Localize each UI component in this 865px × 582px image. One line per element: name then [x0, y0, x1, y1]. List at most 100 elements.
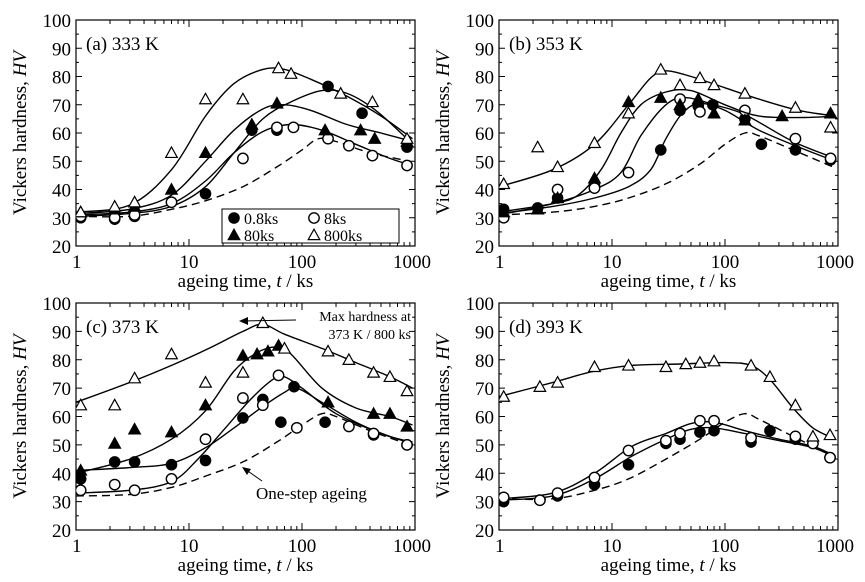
data-point-filled-triangle: [353, 123, 368, 136]
y-axis-label-var: HV: [10, 332, 31, 361]
one-step-ageing-curve: [76, 412, 411, 497]
data-point-open-triangle: [127, 195, 142, 208]
y-axis-label-var: HV: [433, 332, 454, 361]
data-point-filled-triangle: [673, 97, 687, 110]
data-point-filled-triangle: [270, 96, 284, 109]
data-point-filled-triangle: [321, 395, 335, 408]
data-point-open-circle: [824, 451, 836, 464]
fit-curve-open-circle: [76, 123, 413, 216]
data-point-filled-circle: [319, 416, 331, 428]
data-point-open-triangle: [255, 315, 270, 329]
y-tick-label: 50: [475, 436, 494, 457]
x-tick-label: 100: [711, 536, 740, 557]
data-point-open-circle: [272, 369, 285, 382]
data-point-filled-triangle: [530, 202, 545, 215]
fit-curve-filled-circle: [76, 89, 411, 217]
y-tick-label: 100: [466, 11, 495, 32]
y-tick-label: 60: [475, 408, 494, 429]
y-tick-label: 30: [52, 209, 71, 230]
data-point-open-circle: [622, 444, 635, 457]
data-point-open-triangle: [127, 371, 142, 384]
x-tick-label: 1000: [393, 252, 431, 273]
y-tick-label: 20: [52, 237, 71, 258]
fit-curve-open-circle: [499, 420, 836, 500]
data-point-open-triangle: [530, 140, 545, 153]
data-point-filled-triangle: [107, 436, 122, 449]
data-point-open-triangle: [707, 354, 721, 367]
y-tick-label: 90: [52, 39, 71, 60]
y-tick-label: 80: [475, 68, 494, 89]
legend-marker: [227, 227, 241, 241]
data-point-filled-circle: [275, 416, 287, 428]
data-point-open-triangle: [550, 375, 565, 388]
x-tick-label: 10: [180, 536, 199, 557]
data-point-open-circle: [237, 392, 249, 404]
data-point-filled-circle: [789, 144, 802, 156]
y-tick-label: 20: [475, 521, 494, 542]
fit-curve-filled-triangle: [76, 104, 413, 215]
data-point-open-circle: [342, 420, 355, 433]
data-point-open-triangle: [738, 86, 752, 99]
y-tick-label: 30: [475, 493, 494, 514]
y-tick-label: 30: [475, 209, 494, 230]
data-point-filled-triangle: [198, 398, 213, 411]
data-point-filled-triangle: [164, 182, 179, 195]
fit-curve-open-triangle: [76, 67, 413, 213]
data-point-filled-triangle: [691, 92, 706, 105]
data-point-filled-triangle: [775, 109, 789, 122]
x-tick-label: 10: [180, 252, 199, 273]
data-point-filled-circle: [708, 424, 720, 437]
y-tick-label: 80: [475, 351, 494, 372]
y-axis-label-var: HV: [10, 49, 31, 78]
data-point-open-triangle: [659, 359, 673, 373]
x-tick-label: 1000: [816, 252, 854, 273]
x-tick-label: 1: [495, 536, 505, 557]
data-point-filled-triangle: [550, 190, 565, 204]
data-point-open-triangle: [788, 398, 803, 411]
x-tick-label: 1: [72, 252, 82, 273]
y-tick-label: 70: [475, 96, 494, 117]
fit-curve-open-triangle: [499, 361, 836, 440]
data-point-open-circle: [165, 196, 178, 209]
legend-label: 800ks: [324, 228, 362, 245]
data-point-open-triangle: [533, 379, 547, 392]
data-point-filled-triangle: [707, 106, 721, 119]
data-point-open-circle: [271, 121, 283, 134]
fit-curve-filled-circle: [499, 102, 836, 215]
data-point-open-circle: [674, 427, 686, 440]
data-point-open-triangle: [621, 358, 636, 371]
plot-area: [76, 315, 414, 497]
data-point-open-triangle: [277, 341, 292, 354]
annotation-max-hardness-2: 373 K / 800 ks: [329, 328, 411, 343]
data-point-open-circle: [708, 414, 720, 427]
x-tick-label: 100: [288, 536, 317, 557]
data-point-filled-circle: [694, 426, 706, 438]
x-axis-label-var: t: [699, 555, 705, 576]
x-axis-label: ageing time, t / ks: [601, 555, 737, 576]
data-point-open-triangle: [693, 70, 707, 84]
x-axis-label-var: t: [276, 271, 282, 292]
one-step-ageing-curve: [499, 412, 834, 501]
data-point-open-triangle: [107, 199, 122, 212]
y-axis-label-var: HV: [433, 49, 454, 78]
data-point-open-triangle: [400, 131, 414, 144]
y-tick-label: 80: [52, 351, 71, 372]
data-point-open-circle: [165, 473, 178, 485]
plot-area: [499, 354, 837, 508]
panel-title: (b) 353 K: [509, 34, 583, 55]
x-axis-label-var: t: [276, 555, 282, 576]
data-point-open-triangle: [236, 365, 250, 378]
data-point-open-triangle: [673, 77, 687, 91]
data-point-filled-triangle: [236, 348, 250, 361]
data-point-open-circle: [789, 132, 802, 145]
data-point-open-triangle: [366, 365, 381, 378]
data-point-open-triangle: [76, 205, 88, 218]
data-point-open-triangle: [321, 344, 335, 357]
panel-title: (c) 373 K: [86, 317, 159, 338]
data-point-open-triangle: [707, 77, 721, 91]
data-point-filled-circle: [654, 144, 667, 156]
y-tick-label: 50: [52, 436, 71, 457]
legend-marker: [228, 212, 240, 224]
data-point-open-circle: [694, 414, 706, 427]
